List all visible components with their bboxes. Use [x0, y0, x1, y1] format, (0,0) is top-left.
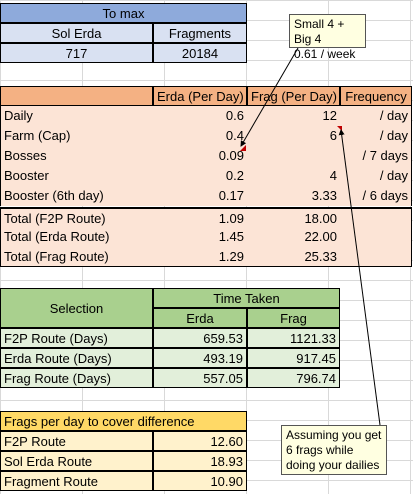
- rate-row-frag[interactable]: 3.33: [247, 186, 340, 206]
- total-row-label[interactable]: Total (Erda Route): [0, 227, 153, 247]
- time-row-erda[interactable]: 659.53: [153, 328, 247, 348]
- rate-row-frag[interactable]: 12: [247, 106, 340, 126]
- frags-row-value[interactable]: 10.90: [153, 471, 247, 491]
- time-row-label[interactable]: Erda Route (Days): [0, 348, 153, 368]
- selection-header[interactable]: Selection: [0, 288, 153, 328]
- rate-row-frequency[interactable]: / day: [340, 126, 412, 146]
- comment-indicator: [337, 126, 342, 131]
- frags-row-label[interactable]: Fragment Route: [0, 471, 153, 491]
- rates-header-erda[interactable]: Erda (Per Day): [153, 86, 247, 106]
- time-row-erda[interactable]: 557.05: [153, 368, 247, 388]
- comment-bosses-note[interactable]: Small 4 + Big 4 0.61 / week: [289, 14, 366, 61]
- rate-row-label[interactable]: Bosses: [0, 146, 153, 166]
- rate-row-frequency[interactable]: / 6 days: [340, 186, 412, 206]
- time-taken-header-erda[interactable]: Erda: [153, 308, 247, 328]
- rate-row-erda[interactable]: 0.4: [153, 126, 247, 146]
- time-row-frag[interactable]: 1121.33: [247, 328, 340, 348]
- total-row-frag[interactable]: 25.33: [247, 247, 340, 267]
- rate-row-frequency[interactable]: / 7 days: [340, 146, 412, 166]
- total-row-erda[interactable]: 1.29: [153, 247, 247, 267]
- rate-row-frag[interactable]: 4: [247, 166, 340, 186]
- rate-row-erda[interactable]: 0.6: [153, 106, 247, 126]
- rate-row-label[interactable]: Booster (6th day): [0, 186, 153, 206]
- to-max-title[interactable]: To max: [0, 3, 247, 23]
- to-max-header-sol-erda[interactable]: Sol Erda: [0, 23, 153, 43]
- rates-header-blank[interactable]: [0, 86, 153, 106]
- total-row-frag[interactable]: 18.00: [247, 207, 340, 227]
- rate-row-erda[interactable]: 0.2: [153, 166, 247, 186]
- to-max-sol-erda-value[interactable]: 717: [0, 43, 153, 63]
- to-max-header-fragments[interactable]: Fragments: [153, 23, 247, 43]
- rate-row-erda[interactable]: 0.09: [153, 146, 247, 166]
- rate-row-frag[interactable]: [247, 146, 340, 166]
- total-row-blank[interactable]: [340, 227, 412, 247]
- comment-farm-note[interactable]: Assuming you get 6 frags while doing you…: [281, 425, 387, 475]
- rates-header-frequency[interactable]: Frequency: [340, 86, 412, 106]
- rate-row-frequency[interactable]: / day: [340, 106, 412, 126]
- time-row-label[interactable]: Frag Route (Days): [0, 368, 153, 388]
- comment-indicator: [240, 145, 246, 151]
- frags-row-label[interactable]: F2P Route: [0, 431, 153, 451]
- total-row-frag[interactable]: 22.00: [247, 227, 340, 247]
- frags-row-label[interactable]: Sol Erda Route: [0, 451, 153, 471]
- frags-row-value[interactable]: 12.60: [153, 431, 247, 451]
- to-max-fragments-value[interactable]: 20184: [153, 43, 247, 63]
- total-row-label[interactable]: Total (Frag Route): [0, 247, 153, 267]
- total-row-erda[interactable]: 1.45: [153, 227, 247, 247]
- time-row-label[interactable]: F2P Route (Days): [0, 328, 153, 348]
- frags-per-day-title[interactable]: Frags per day to cover difference: [0, 411, 247, 431]
- frags-row-value[interactable]: 18.93: [153, 451, 247, 471]
- rate-row-frequency[interactable]: / day: [340, 166, 412, 186]
- rate-row-erda[interactable]: 0.17: [153, 186, 247, 206]
- rate-row-label[interactable]: Booster: [0, 166, 153, 186]
- rate-row-label[interactable]: Daily: [0, 106, 153, 126]
- comment-arrow-bosses: [240, 47, 299, 147]
- time-row-erda[interactable]: 493.19: [153, 348, 247, 368]
- time-row-frag[interactable]: 917.45: [247, 348, 340, 368]
- total-row-blank[interactable]: [340, 207, 412, 227]
- comment-arrow-farm: [338, 129, 381, 426]
- time-taken-header-frag[interactable]: Frag: [247, 308, 340, 328]
- total-row-label[interactable]: Total (F2P Route): [0, 207, 153, 227]
- rate-row-frag[interactable]: 6: [247, 126, 340, 146]
- time-row-frag[interactable]: 796.74: [247, 368, 340, 388]
- rate-row-label[interactable]: Farm (Cap): [0, 126, 153, 146]
- total-row-erda[interactable]: 1.09: [153, 207, 247, 227]
- time-taken-title[interactable]: Time Taken: [153, 288, 340, 308]
